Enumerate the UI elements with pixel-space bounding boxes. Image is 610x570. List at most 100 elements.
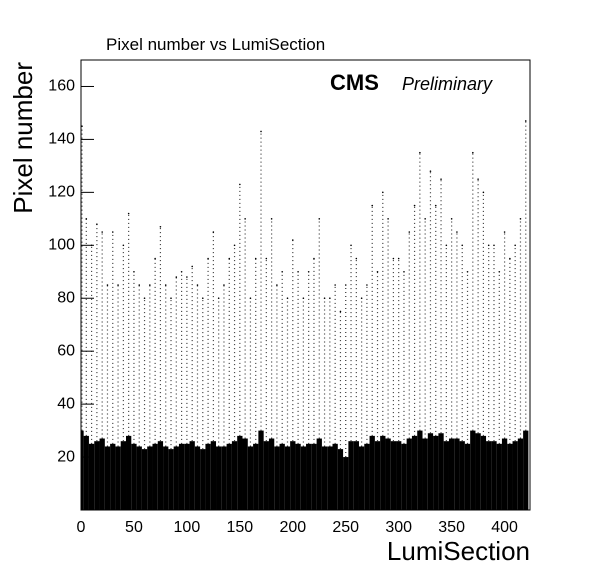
dense-column xyxy=(480,435,487,510)
max-point xyxy=(482,191,485,194)
chart-title: Pixel number vs LumiSection xyxy=(106,35,325,54)
x-axis-label: LumiSection xyxy=(387,536,530,566)
dense-column xyxy=(385,438,391,510)
y-tick-label: 100 xyxy=(48,237,75,254)
dense-column xyxy=(306,443,312,510)
max-point xyxy=(239,183,241,186)
dense-column xyxy=(411,435,418,510)
max-point xyxy=(196,284,199,286)
max-point xyxy=(434,204,437,207)
y-axis-label: Pixel number xyxy=(8,62,38,214)
y-tick-label: 60 xyxy=(57,342,75,359)
dense-column xyxy=(464,443,471,510)
max-point xyxy=(456,231,458,233)
y-tick-label: 160 xyxy=(48,78,75,95)
dense-column xyxy=(364,443,370,510)
max-point xyxy=(297,270,299,273)
dense-column xyxy=(507,443,513,510)
max-point xyxy=(281,270,284,273)
max-point xyxy=(371,204,374,207)
dense-column xyxy=(374,441,381,510)
dense-column xyxy=(94,441,100,510)
dense-column xyxy=(284,446,291,510)
max-point xyxy=(302,297,305,300)
max-point xyxy=(186,276,188,278)
dense-column xyxy=(226,443,232,510)
dense-column xyxy=(268,438,275,510)
preliminary-label: Preliminary xyxy=(402,74,493,94)
dense-column xyxy=(380,435,386,510)
max-point xyxy=(149,284,151,286)
max-point xyxy=(106,284,109,286)
x-tick-label: 0 xyxy=(77,519,86,536)
dense-column xyxy=(358,446,365,510)
dense-column xyxy=(205,443,211,510)
max-point xyxy=(81,125,83,127)
y-tick-label: 140 xyxy=(48,131,75,148)
max-point xyxy=(429,170,432,172)
dense-column xyxy=(337,449,344,510)
dense-column xyxy=(332,443,338,510)
max-point xyxy=(392,257,395,260)
dense-column xyxy=(126,435,132,510)
cms-label: CMS xyxy=(330,70,379,95)
max-point xyxy=(519,218,522,220)
max-point xyxy=(419,151,421,154)
dense-column xyxy=(295,443,301,510)
dense-column xyxy=(343,457,349,510)
dense-column xyxy=(290,441,296,510)
dense-column xyxy=(88,443,95,510)
dense-column xyxy=(221,446,227,510)
max-point xyxy=(117,284,119,286)
max-point xyxy=(223,284,225,286)
max-point xyxy=(265,257,268,260)
dense-column xyxy=(83,435,89,510)
dense-column xyxy=(157,441,164,510)
dense-column xyxy=(300,446,307,510)
dense-column xyxy=(247,446,254,510)
max-point xyxy=(122,244,125,247)
max-point xyxy=(154,257,156,260)
dense-column xyxy=(163,446,169,510)
max-point xyxy=(85,218,88,220)
dense-column xyxy=(348,441,354,510)
max-point xyxy=(413,204,416,207)
dense-column xyxy=(141,449,148,510)
dense-column xyxy=(131,443,137,510)
max-point xyxy=(270,218,273,220)
max-point xyxy=(313,257,315,260)
max-point xyxy=(254,257,257,260)
max-point xyxy=(164,284,167,286)
dense-column xyxy=(115,446,121,510)
dense-column xyxy=(470,430,476,510)
x-tick-label: 400 xyxy=(491,519,518,536)
dense-column xyxy=(274,446,280,510)
max-point xyxy=(461,244,464,247)
max-point xyxy=(291,239,294,241)
dense-column xyxy=(81,430,84,510)
x-tick-label: 200 xyxy=(279,519,306,536)
dense-column xyxy=(486,441,492,510)
dense-column xyxy=(168,449,174,510)
y-tick-label: 80 xyxy=(57,289,75,306)
dense-column xyxy=(316,438,322,510)
max-point xyxy=(360,297,363,300)
dense-column xyxy=(194,446,201,510)
x-tick-label: 250 xyxy=(332,519,359,536)
max-point xyxy=(260,130,262,133)
dense-column xyxy=(200,449,206,510)
dense-column xyxy=(258,430,264,510)
max-point xyxy=(382,191,384,194)
dense-column xyxy=(242,438,248,510)
dense-column xyxy=(427,433,434,510)
y-tick-label: 20 xyxy=(57,448,75,465)
dense-column xyxy=(311,443,317,510)
dense-column xyxy=(321,446,328,510)
max-point xyxy=(403,270,405,273)
max-point xyxy=(96,223,98,225)
dense-column xyxy=(216,446,222,510)
dense-column xyxy=(327,446,333,510)
dense-column xyxy=(279,443,285,510)
x-tick-label: 100 xyxy=(174,519,201,536)
